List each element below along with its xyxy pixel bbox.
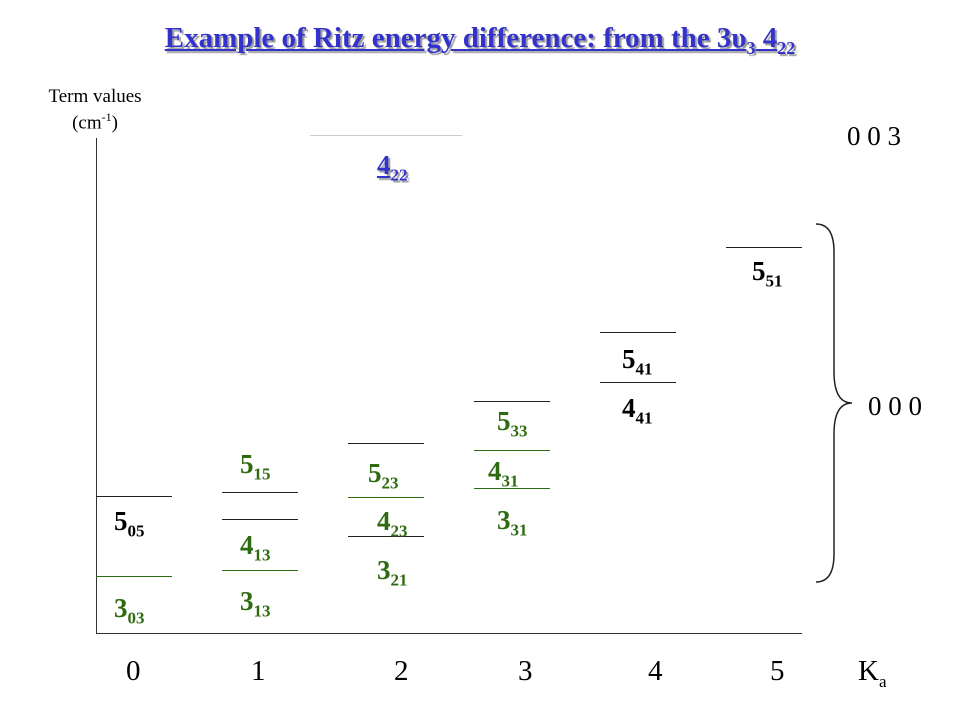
level-label-5-51: 551 — [752, 256, 783, 291]
level-label-4-22: 422 — [377, 150, 408, 185]
slide-title: Example of Ritz energy difference: from … — [0, 22, 960, 59]
level-label-4-13: 413 — [240, 530, 271, 565]
title-mid: 4 — [755, 22, 778, 54]
state-label-000: 0 0 0 — [868, 391, 922, 421]
level-label-3-21: 321 — [377, 555, 408, 590]
level-line-5-33 — [474, 401, 550, 402]
level-label-4-31: 431 — [488, 456, 519, 491]
title-sub-1: 3 — [746, 37, 756, 58]
title-text: Example of Ritz energy difference: from … — [164, 22, 747, 54]
x-axis-label: Ka — [858, 655, 887, 691]
level-label-5-05: 505 — [114, 506, 145, 541]
y-axis-label: Term values — [48, 86, 142, 107]
level-line-5-51 — [726, 247, 802, 248]
state-label-003: 0 0 3 — [847, 121, 901, 151]
level-label-5-23: 523 — [368, 458, 399, 493]
y-axis-unit: (cm-1) — [72, 110, 118, 134]
level-line-3-13 — [222, 570, 298, 571]
level-line-5-41 — [600, 332, 676, 333]
level-line-3-21 — [348, 536, 424, 537]
y-axis-line — [96, 138, 97, 634]
level-line-3-03 — [96, 576, 172, 577]
x-axis-line — [96, 633, 802, 634]
y-axis-title: Term values (cm-1) — [20, 86, 170, 133]
level-line-5-05 — [96, 496, 172, 497]
x-tick-2: 2 — [394, 655, 409, 687]
level-label-5-15: 515 — [240, 449, 271, 484]
level-line-4-23 — [348, 497, 424, 498]
level-line-4-31 — [474, 450, 550, 451]
x-tick-4: 4 — [648, 655, 663, 687]
level-line-3-31 — [474, 488, 550, 489]
level-label-3-13: 313 — [240, 586, 271, 621]
x-tick-0: 0 — [126, 655, 141, 687]
level-line-5-23 — [348, 443, 424, 444]
level-label-3-31: 331 — [497, 505, 528, 540]
level-label-4-41: 441 — [622, 393, 653, 428]
title-sub-2: 22 — [777, 37, 796, 58]
level-line-4-22 — [310, 135, 462, 136]
level-label-3-03: 303 — [114, 593, 145, 628]
level-label-5-33: 533 — [497, 406, 528, 441]
level-line-4-13 — [222, 519, 298, 520]
level-line-4-41 — [600, 382, 676, 383]
x-tick-3: 3 — [518, 655, 533, 687]
curly-brace-icon — [815, 223, 853, 583]
level-label-4-23: 423 — [377, 506, 408, 541]
x-tick-5: 5 — [770, 655, 785, 687]
level-label-5-41: 541 — [622, 344, 653, 379]
x-tick-1: 1 — [251, 655, 266, 687]
level-line-5-15 — [222, 492, 298, 493]
